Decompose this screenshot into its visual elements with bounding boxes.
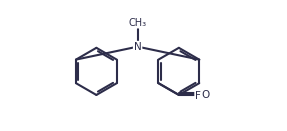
Text: O: O [202, 90, 210, 100]
Text: CH₃: CH₃ [129, 18, 147, 28]
Text: F: F [195, 91, 201, 101]
Text: N: N [134, 42, 141, 52]
